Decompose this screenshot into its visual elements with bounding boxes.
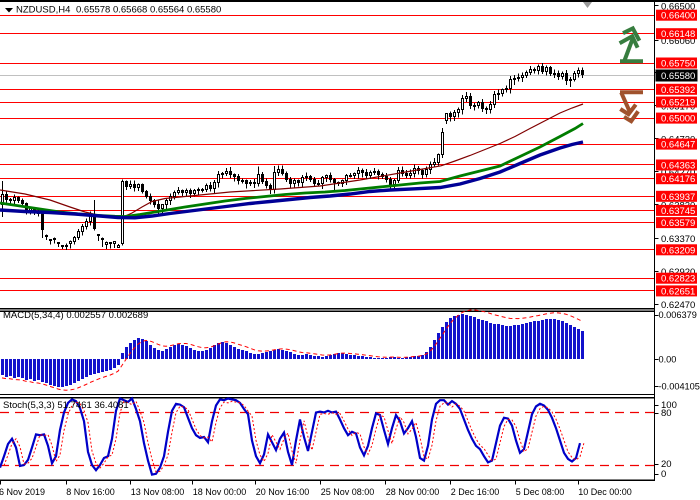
svg-text:0: 0 <box>661 469 666 480</box>
svg-text:80: 80 <box>661 408 672 419</box>
svg-text:28 Nov 00:00: 28 Nov 00:00 <box>386 487 440 497</box>
svg-text:0.66400: 0.66400 <box>661 11 695 22</box>
svg-text:25 Nov 08:00: 25 Nov 08:00 <box>321 487 375 497</box>
svg-text:0.64176: 0.64176 <box>661 174 695 185</box>
svg-text:MACD(5,34,4) 0.002557 0.002689: MACD(5,34,4) 0.002557 0.002689 <box>3 310 148 321</box>
svg-text:0.63579: 0.63579 <box>661 218 695 229</box>
svg-text:8 Nov 16:00: 8 Nov 16:00 <box>66 487 115 497</box>
svg-text:0.65578 0.65668 0.65564 0.6558: 0.65578 0.65668 0.65564 0.65580 <box>76 5 221 16</box>
svg-text:0.006379: 0.006379 <box>659 310 697 320</box>
svg-text:13 Nov 08:00: 13 Nov 08:00 <box>131 487 185 497</box>
svg-text:-0.004105: -0.004105 <box>659 382 700 392</box>
svg-text:0.65219: 0.65219 <box>661 98 695 109</box>
svg-text:0.62651: 0.62651 <box>661 286 695 297</box>
svg-text:0.65000: 0.65000 <box>661 114 695 125</box>
svg-text:100: 100 <box>661 400 677 411</box>
svg-text:0.64647: 0.64647 <box>661 140 695 151</box>
svg-text:0.62823: 0.62823 <box>661 274 695 285</box>
svg-text:0.65580: 0.65580 <box>661 71 695 82</box>
svg-text:Stoch(5,3,3) 51.7461 36.4081: Stoch(5,3,3) 51.7461 36.4081 <box>3 400 129 411</box>
svg-text:0.00: 0.00 <box>659 355 677 365</box>
svg-text:0.66148: 0.66148 <box>661 29 695 40</box>
svg-text:10 Dec 00:00: 10 Dec 00:00 <box>578 487 632 497</box>
svg-text:20 Nov 16:00: 20 Nov 16:00 <box>256 487 310 497</box>
svg-text:0.64363: 0.64363 <box>661 161 695 172</box>
svg-text:0.63209: 0.63209 <box>661 245 695 256</box>
svg-text:6 Nov 2019: 6 Nov 2019 <box>0 487 45 497</box>
svg-text:NZDUSD,H4: NZDUSD,H4 <box>16 5 70 16</box>
svg-text:0.63745: 0.63745 <box>661 206 695 217</box>
svg-text:20: 20 <box>661 459 672 470</box>
svg-text:0.64270: 0.64270 <box>661 168 695 179</box>
svg-text:0.62920: 0.62920 <box>661 267 695 278</box>
svg-text:0.62470: 0.62470 <box>661 300 695 311</box>
svg-text:0.63370: 0.63370 <box>661 234 695 245</box>
svg-text:18 Nov 00:00: 18 Nov 00:00 <box>193 487 247 497</box>
svg-text:0.65750: 0.65750 <box>661 59 695 70</box>
svg-text:2 Dec 16:00: 2 Dec 16:00 <box>451 487 500 497</box>
svg-text:0.66060: 0.66060 <box>661 36 695 47</box>
svg-text:0.66500: 0.66500 <box>661 1 695 12</box>
svg-text:0.63937: 0.63937 <box>661 192 695 203</box>
svg-text:5 Dec 08:00: 5 Dec 08:00 <box>516 487 565 497</box>
svg-text:0.65392: 0.65392 <box>661 85 695 96</box>
